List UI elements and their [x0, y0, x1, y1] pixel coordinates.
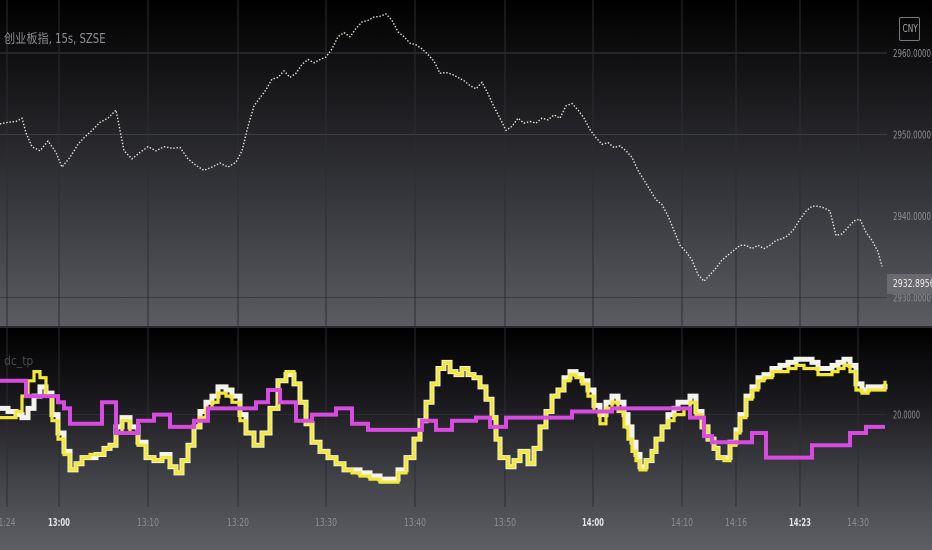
- y-axis: 2960.0000 2950.0000 2940.0000 2930.0000 20.0…: [893, 47, 931, 422]
- pane-divider[interactable]: [0, 326, 932, 328]
- chart-title: 创业板指, 15s, SZSE: [4, 32, 106, 47]
- tp-line-yellow: [0, 360, 887, 484]
- time-tick-label: 14:30: [847, 516, 869, 529]
- tp-line-white: [0, 356, 888, 482]
- time-tick-label: 13:40: [404, 516, 426, 529]
- time-tick-label: 1:24: [0, 516, 16, 529]
- tp-line-magenta: [0, 378, 885, 460]
- time-tick-label: 13:20: [227, 516, 249, 529]
- indicator-pane[interactable]: [0, 328, 932, 550]
- price-line: [0, 13, 883, 283]
- time-tick-label: 14:00: [582, 516, 604, 529]
- price-tick-label: 2940.0000: [893, 210, 931, 223]
- x-axis: 1:24 13:00 13:10 13:20 13:30 13:40 13:50 14:00 1…: [0, 516, 869, 529]
- time-tick-label: 14:23: [789, 516, 811, 529]
- indicator-title: dc_tp: [4, 354, 34, 368]
- time-tick-label: 14:16: [725, 516, 747, 529]
- time-tick-label: 14:10: [671, 516, 693, 529]
- price-tick-label: 2960.0000: [893, 47, 931, 60]
- price-pane[interactable]: [0, 0, 932, 326]
- indicator-tick-label: 20.0000: [893, 409, 920, 422]
- price-tick-label: 2930.0000: [893, 291, 931, 304]
- time-tick-label: 13:50: [494, 516, 516, 529]
- time-tick-label: 13:00: [48, 516, 70, 529]
- time-tick-label: 13:30: [315, 516, 337, 529]
- last-price-label: 2932.8956: [887, 274, 932, 294]
- indicator-series: [0, 356, 888, 484]
- price-series: [0, 13, 883, 283]
- currency-badge[interactable]: CNY: [899, 17, 920, 41]
- time-tick-label: 13:10: [137, 516, 159, 529]
- price-tick-label: 2950.0000: [893, 128, 931, 141]
